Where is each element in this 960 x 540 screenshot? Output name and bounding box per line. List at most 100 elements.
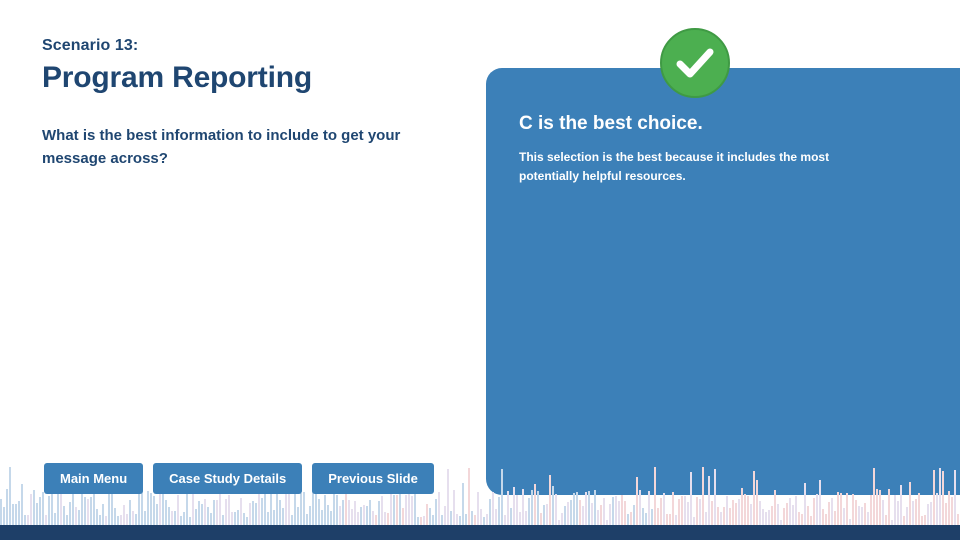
decor-bar xyxy=(87,499,89,525)
decor-bar xyxy=(249,502,251,525)
decor-bar xyxy=(591,503,593,525)
decor-bar xyxy=(372,510,374,525)
decor-bar xyxy=(879,490,881,525)
decor-bar xyxy=(438,492,440,525)
decor-bar xyxy=(507,490,509,525)
decor-bar xyxy=(759,501,761,525)
decor-bar xyxy=(534,483,536,525)
decor-bar xyxy=(633,505,635,525)
decor-bar xyxy=(546,503,548,525)
decor-bar xyxy=(918,493,920,525)
page-title: Program Reporting xyxy=(42,61,312,95)
decor-bar xyxy=(912,500,914,525)
decor-bar xyxy=(426,504,428,525)
decor-bar xyxy=(414,493,416,525)
decor-bar xyxy=(801,514,803,525)
decor-bar xyxy=(132,511,134,525)
decor-bar xyxy=(114,507,116,525)
decor-bar xyxy=(840,493,842,525)
decor-bar xyxy=(18,501,20,525)
decor-bar xyxy=(186,467,188,525)
decor-bar xyxy=(486,514,488,525)
decor-bar xyxy=(627,514,629,525)
decor-bar xyxy=(180,516,182,525)
decor-bar xyxy=(732,499,734,525)
decorative-equalizer-strip xyxy=(0,455,960,525)
decor-bar xyxy=(906,507,908,525)
decor-bar xyxy=(504,514,506,525)
decor-bar xyxy=(723,507,725,525)
decor-bar xyxy=(102,504,104,525)
decor-bar xyxy=(948,490,950,525)
previous-slide-button[interactable]: Previous Slide xyxy=(312,463,434,494)
decor-bar xyxy=(81,482,83,525)
decor-bar xyxy=(750,503,752,525)
case-study-details-button[interactable]: Case Study Details xyxy=(153,463,303,494)
decor-bar xyxy=(255,502,257,525)
decor-bar xyxy=(813,497,815,525)
decor-bar xyxy=(351,509,353,525)
decor-bar xyxy=(765,511,767,525)
decor-bar xyxy=(384,512,386,525)
decor-bar xyxy=(243,512,245,525)
decor-bar xyxy=(3,507,5,525)
decor-bar xyxy=(786,503,788,525)
decor-bar xyxy=(75,506,77,525)
decor-bar xyxy=(549,474,551,525)
decor-bar xyxy=(468,467,470,525)
decor-bar xyxy=(390,469,392,525)
decor-bar xyxy=(798,512,800,525)
decor-bar xyxy=(6,489,8,525)
decor-bar xyxy=(36,502,38,525)
decor-bar xyxy=(735,502,737,525)
status-badge xyxy=(660,28,730,98)
decor-bar xyxy=(9,467,11,525)
decor-bar xyxy=(147,490,149,525)
decor-bar xyxy=(33,490,35,525)
decor-bar xyxy=(27,515,29,525)
decor-bar xyxy=(300,493,302,525)
decor-bar xyxy=(294,493,296,525)
decor-bar xyxy=(117,516,119,525)
decor-bar xyxy=(810,516,812,525)
decor-bar xyxy=(318,498,320,525)
decor-bar xyxy=(144,510,146,525)
decor-bar xyxy=(834,510,836,525)
decor-bar xyxy=(696,497,698,525)
decor-bar xyxy=(708,476,710,525)
main-menu-button[interactable]: Main Menu xyxy=(44,463,144,494)
decor-bar xyxy=(261,498,263,525)
decor-bar xyxy=(606,520,608,525)
decor-bar xyxy=(777,503,779,525)
decor-bar xyxy=(327,505,329,525)
decor-bar xyxy=(63,505,65,525)
decor-bar xyxy=(282,507,284,525)
decor-bar xyxy=(90,496,92,525)
decor-bar xyxy=(252,501,254,525)
decor-bar xyxy=(552,485,554,525)
decor-bar xyxy=(177,494,179,525)
decor-bar xyxy=(210,513,212,525)
decor-bar xyxy=(564,505,566,525)
decor-bar xyxy=(897,501,899,525)
decor-bar xyxy=(795,495,797,525)
decor-bar xyxy=(450,511,452,525)
decor-bar xyxy=(576,492,578,525)
decor-bar xyxy=(861,506,863,525)
decor-bar xyxy=(276,489,278,525)
decor-bar xyxy=(819,480,821,525)
decor-bar xyxy=(567,502,569,525)
decor-bar xyxy=(852,493,854,525)
decor-bar xyxy=(387,513,389,525)
decor-bar xyxy=(417,517,419,525)
decor-bar xyxy=(738,498,740,525)
decor-bar xyxy=(921,516,923,525)
decor-bar xyxy=(420,516,422,525)
decor-bar xyxy=(480,509,482,525)
decor-bar xyxy=(501,468,503,525)
decor-bar xyxy=(822,508,824,525)
decor-bar xyxy=(111,492,113,525)
decor-bar xyxy=(54,512,56,525)
decor-bar xyxy=(954,469,956,525)
decor-bar xyxy=(942,470,944,525)
